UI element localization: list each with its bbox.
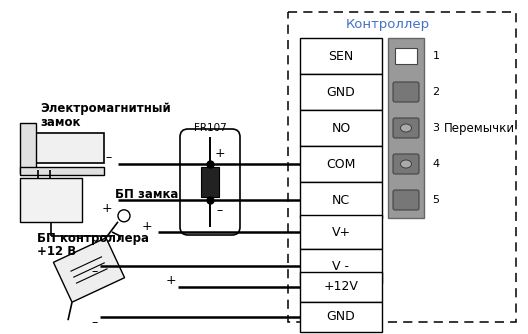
Text: –: – <box>92 317 98 330</box>
Bar <box>300 146 382 182</box>
Bar <box>300 272 382 302</box>
FancyBboxPatch shape <box>393 154 419 174</box>
Text: Контроллер: Контроллер <box>346 17 430 30</box>
Bar <box>300 110 382 146</box>
Bar <box>288 12 516 322</box>
Text: SEN: SEN <box>328 49 354 62</box>
Text: –: – <box>217 204 223 217</box>
FancyBboxPatch shape <box>180 129 240 235</box>
Bar <box>300 38 382 74</box>
FancyBboxPatch shape <box>393 190 419 210</box>
Text: +12V: +12V <box>324 281 359 294</box>
Bar <box>20 123 36 173</box>
Text: +: + <box>165 275 176 288</box>
Polygon shape <box>53 238 125 302</box>
Bar <box>300 302 382 332</box>
Text: Электромагнитный: Электромагнитный <box>40 102 171 115</box>
Text: 5: 5 <box>432 195 439 205</box>
Text: +: + <box>101 201 112 214</box>
Text: замок: замок <box>40 116 80 129</box>
Text: +: + <box>142 219 152 232</box>
Text: +: + <box>215 147 225 160</box>
Bar <box>300 182 382 218</box>
Bar <box>20 178 82 222</box>
Bar <box>36 133 104 163</box>
Text: БП замка: БП замка <box>115 187 178 200</box>
Bar <box>300 74 382 110</box>
Text: FR107: FR107 <box>194 123 227 133</box>
Bar <box>300 249 382 283</box>
Text: V -: V - <box>333 260 350 273</box>
Bar <box>388 38 424 218</box>
Bar <box>201 167 219 197</box>
Text: 3: 3 <box>432 123 439 133</box>
Text: NO: NO <box>332 122 351 135</box>
Text: GND: GND <box>327 311 355 324</box>
Text: 2: 2 <box>432 87 440 97</box>
Ellipse shape <box>401 124 411 132</box>
Text: 4: 4 <box>432 159 440 169</box>
Bar <box>300 215 382 249</box>
Text: V+: V+ <box>332 225 351 238</box>
FancyBboxPatch shape <box>393 82 419 102</box>
Text: –: – <box>92 266 98 279</box>
Bar <box>20 167 104 175</box>
FancyBboxPatch shape <box>393 118 419 138</box>
Text: БП контроллера: БП контроллера <box>37 231 149 244</box>
Text: +12 В: +12 В <box>37 244 76 258</box>
Ellipse shape <box>401 160 411 168</box>
Bar <box>395 48 417 64</box>
Text: Перемычки: Перемычки <box>444 122 515 135</box>
Circle shape <box>118 210 130 222</box>
Text: 1: 1 <box>432 51 439 61</box>
Text: –: – <box>106 152 112 165</box>
Text: COM: COM <box>326 158 356 170</box>
Text: NC: NC <box>332 193 350 206</box>
Text: GND: GND <box>327 86 355 99</box>
